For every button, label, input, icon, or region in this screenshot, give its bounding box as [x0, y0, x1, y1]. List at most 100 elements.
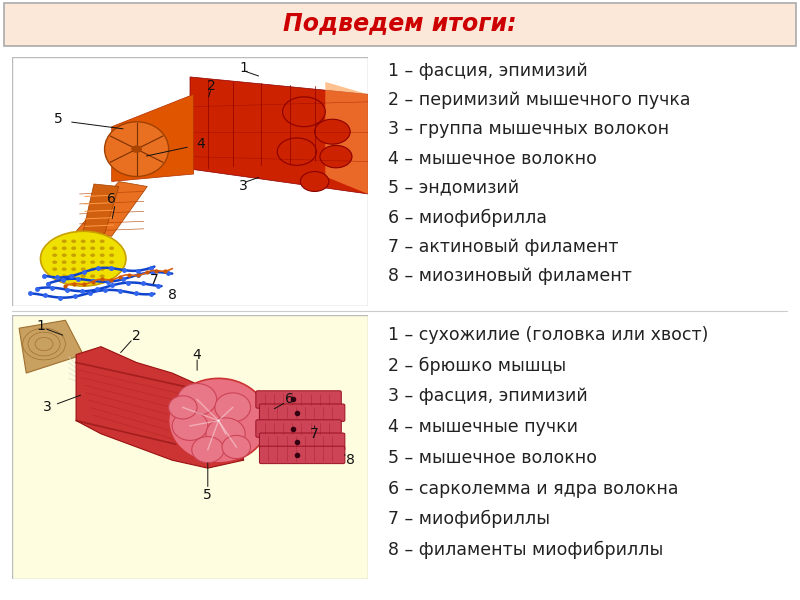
Text: 4: 4	[193, 347, 202, 362]
Text: 4 – мышечное волокно: 4 – мышечное волокно	[388, 149, 597, 167]
Text: 6: 6	[286, 392, 294, 406]
Circle shape	[90, 247, 95, 250]
Text: 8: 8	[346, 453, 354, 467]
Text: 3: 3	[43, 400, 52, 415]
Circle shape	[71, 274, 76, 278]
Ellipse shape	[215, 393, 250, 422]
FancyBboxPatch shape	[259, 404, 345, 421]
Circle shape	[52, 253, 58, 257]
Circle shape	[62, 260, 66, 264]
FancyBboxPatch shape	[12, 315, 368, 579]
Ellipse shape	[105, 122, 169, 176]
Text: Подведем итоги:: Подведем итоги:	[283, 11, 517, 35]
Circle shape	[131, 145, 142, 153]
Circle shape	[90, 260, 95, 264]
Circle shape	[314, 119, 350, 144]
Polygon shape	[76, 181, 147, 236]
Text: 1 – сухожилие (головка или хвост): 1 – сухожилие (головка или хвост)	[388, 326, 709, 344]
Circle shape	[100, 239, 105, 243]
Text: 6: 6	[107, 192, 116, 206]
Text: 3 – фасция, эпимизий: 3 – фасция, эпимизий	[388, 388, 588, 406]
Ellipse shape	[41, 231, 126, 286]
Circle shape	[278, 138, 316, 166]
Circle shape	[100, 253, 105, 257]
Ellipse shape	[206, 418, 245, 450]
FancyBboxPatch shape	[256, 391, 342, 408]
Circle shape	[300, 172, 329, 191]
Circle shape	[52, 247, 58, 250]
Text: 1: 1	[239, 61, 248, 75]
Circle shape	[100, 268, 105, 271]
Ellipse shape	[222, 436, 250, 458]
Circle shape	[62, 247, 66, 250]
FancyBboxPatch shape	[256, 420, 342, 437]
FancyBboxPatch shape	[4, 3, 796, 46]
Text: 5: 5	[203, 488, 212, 502]
Circle shape	[90, 253, 95, 257]
FancyBboxPatch shape	[259, 433, 345, 451]
Polygon shape	[326, 82, 368, 194]
Text: 2: 2	[207, 79, 216, 92]
Text: 1 – фасция, эпимизий: 1 – фасция, эпимизий	[388, 62, 588, 80]
Circle shape	[71, 239, 76, 243]
Circle shape	[62, 274, 66, 278]
Circle shape	[71, 260, 76, 264]
Circle shape	[81, 239, 86, 243]
Circle shape	[52, 268, 58, 271]
Text: 8 – филаменты миофибриллы: 8 – филаменты миофибриллы	[388, 541, 663, 559]
Text: 6 – сарколемма и ядра волокна: 6 – сарколемма и ядра волокна	[388, 479, 678, 497]
Circle shape	[100, 274, 105, 278]
Circle shape	[90, 274, 95, 278]
Ellipse shape	[178, 383, 217, 415]
FancyBboxPatch shape	[12, 57, 368, 306]
Ellipse shape	[172, 412, 208, 440]
Polygon shape	[83, 184, 119, 234]
Circle shape	[71, 268, 76, 271]
Text: 3 – группа мышечных волокон: 3 – группа мышечных волокон	[388, 120, 670, 138]
Polygon shape	[190, 77, 368, 194]
Text: 5: 5	[54, 112, 62, 126]
Circle shape	[109, 260, 114, 264]
Circle shape	[71, 253, 76, 257]
Circle shape	[90, 239, 95, 243]
Circle shape	[282, 97, 326, 127]
Polygon shape	[19, 320, 83, 373]
Text: 7: 7	[310, 427, 319, 441]
Polygon shape	[76, 347, 243, 468]
Circle shape	[81, 268, 86, 271]
Circle shape	[62, 253, 66, 257]
Circle shape	[62, 268, 66, 271]
Text: 4 – мышечные пучки: 4 – мышечные пучки	[388, 418, 578, 436]
Text: 2 – перимизий мышечного пучка: 2 – перимизий мышечного пучка	[388, 91, 690, 109]
Circle shape	[109, 253, 114, 257]
Circle shape	[100, 260, 105, 264]
Ellipse shape	[169, 379, 268, 463]
Circle shape	[81, 274, 86, 278]
Circle shape	[100, 247, 105, 250]
Circle shape	[109, 247, 114, 250]
Text: 6 – миофибрилла: 6 – миофибрилла	[388, 208, 547, 227]
Text: 4: 4	[196, 137, 205, 151]
Circle shape	[320, 145, 352, 168]
Polygon shape	[112, 94, 194, 181]
Text: 2: 2	[132, 329, 141, 343]
Circle shape	[81, 253, 86, 257]
Text: 5 – мышечное волокно: 5 – мышечное волокно	[388, 449, 598, 467]
FancyBboxPatch shape	[259, 446, 345, 464]
Ellipse shape	[169, 396, 197, 419]
Circle shape	[62, 239, 66, 243]
Text: 3: 3	[239, 179, 248, 193]
Circle shape	[81, 260, 86, 264]
Text: 1: 1	[36, 319, 45, 332]
Circle shape	[90, 268, 95, 271]
Circle shape	[71, 247, 76, 250]
Ellipse shape	[192, 437, 224, 463]
Text: 7 – миофибриллы: 7 – миофибриллы	[388, 510, 550, 529]
Circle shape	[52, 260, 58, 264]
Text: 2 – брюшко мышцы: 2 – брюшко мышцы	[388, 357, 566, 375]
Text: 7: 7	[150, 273, 158, 287]
Text: 8: 8	[168, 288, 177, 302]
Circle shape	[81, 247, 86, 250]
Text: 8 – миозиновый филамент: 8 – миозиновый филамент	[388, 267, 632, 285]
Text: 5 – эндомизий: 5 – эндомизий	[388, 179, 519, 197]
